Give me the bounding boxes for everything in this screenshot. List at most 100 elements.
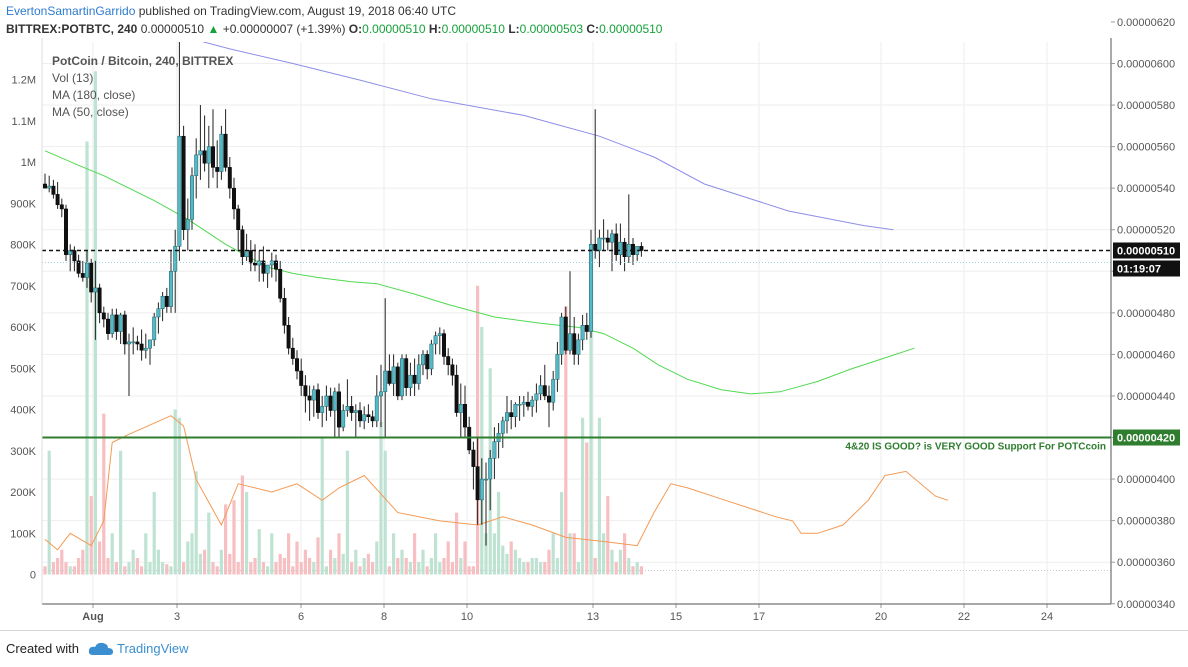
volume-bar — [572, 533, 576, 575]
candle-body — [219, 133, 224, 172]
candle-body — [559, 316, 564, 355]
volume-bar — [555, 558, 559, 575]
volume-bar — [282, 558, 286, 575]
legend-vol: Vol (13) — [52, 71, 93, 85]
candle-body — [605, 237, 610, 243]
candle — [505, 395, 509, 434]
candle-body — [421, 354, 425, 366]
candle-body — [240, 229, 245, 257]
volume-bar — [446, 541, 450, 575]
volume-bar — [152, 492, 156, 575]
candle — [324, 385, 329, 421]
candle — [442, 329, 446, 365]
volume-bar — [274, 562, 278, 575]
candle — [517, 395, 522, 421]
candle — [43, 173, 47, 189]
volume-bar — [425, 566, 429, 575]
candle — [307, 385, 312, 421]
tradingview-link[interactable]: TradingView — [117, 641, 189, 656]
candle — [131, 327, 136, 355]
candle-body — [463, 404, 467, 428]
author-link[interactable]: EvertonSamartinGarrido — [6, 4, 136, 18]
candle — [55, 181, 60, 209]
candle — [337, 383, 341, 438]
candle — [156, 302, 161, 334]
x-tick-label: 6 — [298, 611, 304, 623]
volume-bar — [635, 562, 639, 575]
candle-body — [190, 175, 194, 220]
volume-bar — [135, 558, 139, 575]
volume-bar — [228, 553, 232, 575]
candle — [631, 238, 635, 266]
volume-bar — [345, 450, 349, 575]
candle — [589, 229, 593, 338]
candle-body — [639, 246, 644, 251]
volume-bar — [404, 558, 408, 575]
candle — [416, 354, 421, 390]
candle-body — [614, 233, 619, 255]
candle-body — [106, 318, 110, 334]
volume-tick-label: 1M — [21, 157, 36, 169]
volume-bar — [144, 533, 148, 575]
volume-bar — [131, 549, 135, 575]
volume-bar — [530, 558, 534, 575]
volume-bar — [316, 537, 320, 575]
candle — [542, 364, 547, 401]
publish-info: EvertonSamartinGarrido published on Trad… — [6, 4, 456, 18]
volume-bar — [89, 496, 93, 575]
price-chart[interactable]: 4&20 IS GOOD? is VERY GOOD Support For P… — [0, 0, 1188, 630]
chart-overlays: 4&20 IS GOOD? is VERY GOOD Support For P… — [42, 249, 1111, 571]
volume-bar — [413, 533, 417, 575]
candle-body — [509, 412, 514, 417]
candle-body — [156, 308, 161, 318]
volume-bar — [484, 533, 488, 575]
candle-body — [118, 314, 123, 332]
volume-bar — [224, 504, 228, 575]
candle-body — [202, 150, 207, 164]
legend-title: PotCoin / Bitcoin, 240, BITTREX — [52, 54, 233, 68]
volume-bar — [471, 566, 475, 575]
candle-body — [358, 410, 362, 422]
volume-bar — [291, 566, 295, 575]
candle — [68, 244, 73, 272]
up-arrow-icon: ▲ — [207, 22, 220, 36]
candle — [626, 194, 631, 263]
candle — [584, 312, 589, 340]
candle — [299, 358, 304, 396]
volume-bar — [114, 562, 118, 575]
candle-body — [362, 414, 367, 422]
price-tick-label: 0.00000380 — [1117, 516, 1175, 528]
volume-bar — [614, 562, 618, 575]
candle — [563, 306, 568, 355]
candle-body — [631, 244, 635, 255]
candle-body — [110, 314, 115, 334]
x-tick-label: 15 — [670, 611, 682, 623]
candle — [639, 242, 644, 257]
candle-body — [366, 414, 371, 417]
volume-bar — [98, 541, 102, 575]
close-label: C: — [586, 22, 600, 36]
candle — [219, 125, 224, 180]
candle — [169, 250, 173, 313]
volume-bar — [534, 558, 538, 575]
volume-bar — [64, 562, 68, 575]
candle-body — [534, 393, 539, 401]
support-price-tag-text: 0.00000420 — [1117, 433, 1175, 445]
price-tick-label: 0.00000480 — [1117, 308, 1175, 320]
candle-body — [442, 333, 446, 357]
candle — [269, 252, 274, 278]
volume-bar — [362, 558, 366, 575]
candle — [152, 312, 157, 347]
candle — [526, 391, 530, 411]
volume-bar — [215, 566, 219, 575]
candle-body — [345, 406, 350, 411]
x-tick-label: 20 — [875, 611, 887, 623]
x-tick-label: 22 — [958, 611, 970, 623]
volume-bar — [539, 562, 543, 575]
created-with-label: Created with — [6, 641, 79, 656]
volume-bar — [618, 549, 622, 575]
countdown-tag-text: 01:19:07 — [1117, 264, 1161, 276]
candle — [463, 385, 467, 438]
candle-body — [97, 287, 102, 314]
candle — [173, 229, 178, 313]
